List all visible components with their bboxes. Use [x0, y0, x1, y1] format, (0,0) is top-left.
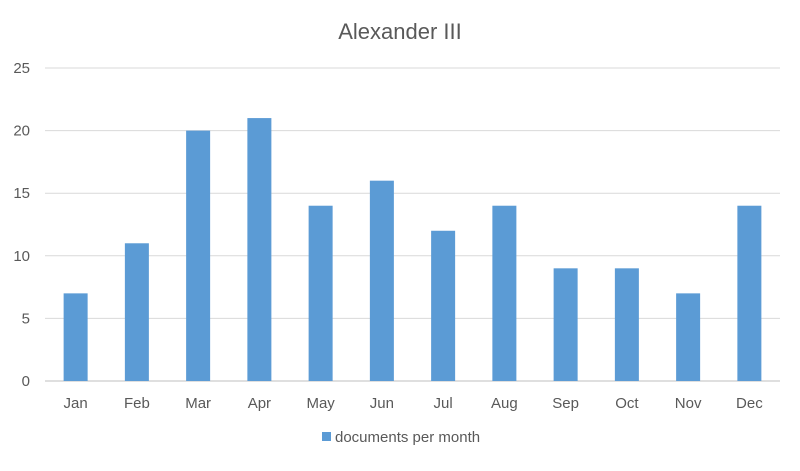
x-tick-label: Aug — [491, 395, 518, 412]
legend-label: documents per month — [335, 429, 480, 446]
y-tick-label: 15 — [13, 185, 30, 202]
legend: documents per month — [322, 429, 480, 446]
x-tick-label: Jul — [434, 395, 453, 412]
bar-jul — [431, 230, 456, 381]
bar-may — [308, 205, 333, 381]
x-tick-label: Dec — [736, 395, 763, 412]
bar-sep — [553, 268, 578, 381]
y-axis-tick-labels: 0 5 10 15 20 25 — [13, 60, 30, 390]
bar-apr — [247, 118, 272, 381]
bar-dec — [737, 205, 762, 381]
x-tick-label: May — [306, 395, 335, 412]
x-axis-tick-labels: Jan Feb Mar Apr May Jun Jul Aug Sep Oct Nov Dec — [64, 395, 764, 412]
bar-jan — [63, 293, 88, 381]
bar-nov — [676, 293, 701, 381]
bar-aug — [492, 205, 517, 381]
y-tick-label: 0 — [22, 373, 30, 390]
x-tick-label: Sep — [552, 395, 579, 412]
gridlines — [45, 67, 780, 382]
x-tick-label: Feb — [124, 395, 150, 412]
bar-mar — [186, 130, 211, 381]
bar-oct — [614, 268, 639, 381]
x-tick-label: Jan — [64, 395, 88, 412]
x-tick-label: Apr — [248, 395, 271, 412]
bar-jun — [369, 180, 394, 381]
y-tick-label: 25 — [13, 60, 30, 77]
y-tick-label: 10 — [13, 248, 30, 265]
x-tick-label: Jun — [370, 395, 394, 412]
y-tick-label: 20 — [13, 123, 30, 140]
x-tick-label: Mar — [185, 395, 211, 412]
legend-swatch — [322, 432, 331, 441]
bar-feb — [124, 243, 149, 381]
x-tick-label: Nov — [675, 395, 702, 412]
y-tick-label: 5 — [22, 310, 30, 327]
chart-title: Alexander III — [338, 19, 462, 44]
bars — [63, 118, 762, 381]
x-tick-label: Oct — [615, 395, 639, 412]
